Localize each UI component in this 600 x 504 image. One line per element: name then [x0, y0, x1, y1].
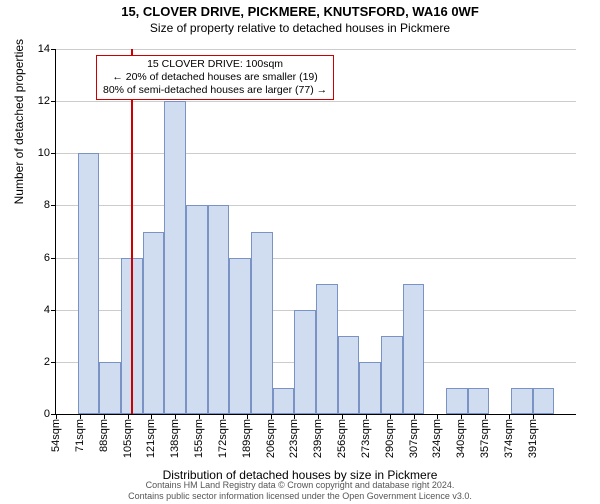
histogram-bar	[186, 205, 208, 414]
y-axis-label: Number of detached properties	[12, 39, 26, 204]
x-tick-label: 307sqm	[408, 419, 420, 458]
callout-line-3: 80% of semi-detached houses are larger (…	[103, 84, 327, 97]
histogram-bar	[164, 101, 186, 414]
x-tick-label: 54sqm	[50, 419, 62, 452]
histogram-bar	[229, 258, 251, 414]
grid-line	[56, 153, 576, 154]
x-tick-label: 357sqm	[479, 419, 491, 458]
histogram-bar	[403, 284, 425, 414]
x-tick-label: 71sqm	[74, 419, 86, 452]
x-tick-label: 324sqm	[431, 419, 443, 458]
histogram-bar	[143, 232, 165, 415]
chart-container: 15, CLOVER DRIVE, PICKMERE, KNUTSFORD, W…	[0, 4, 600, 504]
histogram-bar	[359, 362, 381, 414]
histogram-bar	[251, 232, 273, 415]
x-tick-label: 223sqm	[288, 419, 300, 458]
x-tick-label: 391sqm	[527, 419, 539, 458]
histogram-bar	[294, 310, 316, 414]
x-tick-label: 172sqm	[217, 419, 229, 458]
histogram-bar	[533, 388, 555, 414]
histogram-bar	[338, 336, 360, 414]
callout-box: 15 CLOVER DRIVE: 100sqm ← 20% of detache…	[96, 55, 334, 100]
x-tick-label: 273sqm	[360, 419, 372, 458]
histogram-bar	[208, 205, 230, 414]
histogram-bar	[78, 153, 100, 414]
callout-line-2: ← 20% of detached houses are smaller (19…	[103, 71, 327, 84]
histogram-bar	[511, 388, 533, 414]
x-tick-label: 239sqm	[312, 419, 324, 458]
x-tick-label: 290sqm	[384, 419, 396, 458]
x-tick-label: 256sqm	[336, 419, 348, 458]
grid-line	[56, 49, 576, 50]
histogram-bar	[381, 336, 403, 414]
plot-area: 15 CLOVER DRIVE: 100sqm ← 20% of detache…	[55, 49, 576, 415]
footer-line-1: Contains HM Land Registry data © Crown c…	[0, 480, 600, 490]
histogram-bar	[468, 388, 490, 414]
y-tick-label: 6	[44, 252, 56, 264]
y-tick-label: 14	[38, 43, 56, 55]
x-tick-label: 155sqm	[193, 419, 205, 458]
grid-line	[56, 205, 576, 206]
y-tick-label: 8	[44, 199, 56, 211]
chart-subtitle: Size of property relative to detached ho…	[0, 21, 600, 35]
x-tick-label: 189sqm	[241, 419, 253, 458]
histogram-bar	[99, 362, 121, 414]
x-tick-label: 340sqm	[455, 419, 467, 458]
x-tick-label: 105sqm	[122, 419, 134, 458]
histogram-bar	[316, 284, 338, 414]
grid-line	[56, 101, 576, 102]
x-tick-label: 374sqm	[503, 419, 515, 458]
y-tick-label: 2	[44, 356, 56, 368]
callout-line-1: 15 CLOVER DRIVE: 100sqm	[103, 58, 327, 71]
footer-line-2: Contains public sector information licen…	[0, 491, 600, 501]
x-tick-label: 121sqm	[145, 419, 157, 458]
x-tick-label: 88sqm	[98, 419, 110, 452]
x-tick-label: 206sqm	[265, 419, 277, 458]
reference-line	[131, 49, 133, 414]
y-tick-label: 12	[38, 95, 56, 107]
y-tick-label: 4	[44, 304, 56, 316]
chart-title: 15, CLOVER DRIVE, PICKMERE, KNUTSFORD, W…	[0, 4, 600, 19]
footer-attribution: Contains HM Land Registry data © Crown c…	[0, 480, 600, 501]
x-tick-label: 138sqm	[169, 419, 181, 458]
histogram-bar	[273, 388, 295, 414]
histogram-bar	[446, 388, 468, 414]
y-tick-label: 10	[38, 147, 56, 159]
